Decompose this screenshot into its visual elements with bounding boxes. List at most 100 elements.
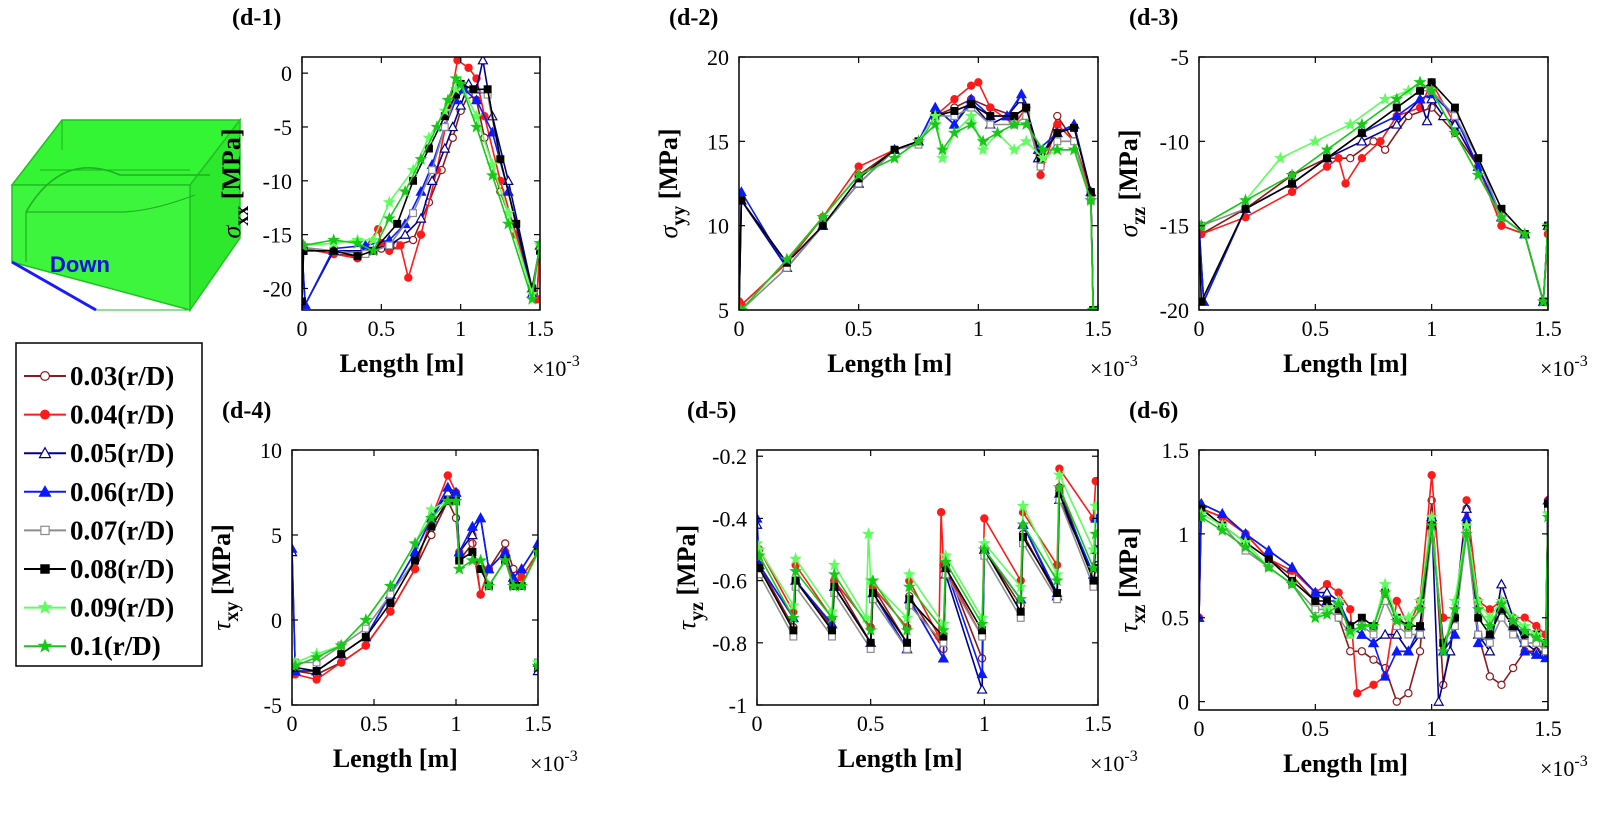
data-point — [1520, 638, 1529, 647]
data-point — [789, 564, 803, 577]
data-point — [1392, 103, 1401, 112]
data-point — [1460, 527, 1473, 540]
data-point — [937, 623, 950, 636]
data-point — [1355, 117, 1369, 130]
data-point — [1308, 134, 1322, 147]
data-point — [383, 579, 397, 592]
data-point — [1402, 619, 1415, 632]
data-point — [1421, 115, 1433, 126]
y-tick-label: 15 — [707, 129, 729, 154]
data-point — [327, 233, 341, 246]
data-point — [449, 71, 463, 84]
data-point — [1053, 589, 1062, 598]
data-point — [409, 546, 421, 557]
series-group — [1199, 75, 1548, 308]
data-point — [1346, 153, 1355, 163]
data-point — [1518, 624, 1532, 637]
x-tick-label: 0.5 — [857, 711, 885, 736]
data-point — [827, 567, 841, 580]
series-line-0.04(r/D) — [739, 81, 1098, 310]
data-point — [441, 93, 455, 106]
data-point — [1343, 627, 1357, 640]
data-point — [1334, 613, 1343, 622]
data-point — [1016, 517, 1030, 531]
legend-marker — [38, 485, 52, 497]
data-point — [1519, 645, 1531, 656]
legend-marker — [39, 409, 50, 420]
data-point — [986, 120, 995, 129]
legend-label: 0.07(r/D) — [70, 515, 174, 545]
legend-label: 0.03(r/D) — [70, 361, 174, 391]
data-point — [980, 514, 989, 523]
x-tick-label: 0 — [1194, 316, 1205, 341]
data-point — [312, 675, 321, 684]
data-point — [902, 580, 916, 593]
data-point — [1495, 597, 1508, 610]
y-tick-label: -5 — [264, 693, 282, 718]
data-point — [329, 246, 338, 255]
x-tick-label: 0 — [752, 711, 763, 736]
data-point — [1332, 597, 1346, 610]
data-point — [302, 297, 306, 306]
data-point — [1053, 128, 1062, 137]
data-point — [1539, 636, 1548, 649]
data-point — [852, 168, 866, 181]
data-point — [516, 563, 528, 574]
data-point — [1449, 628, 1461, 639]
data-point — [976, 134, 990, 147]
data-point — [361, 624, 370, 633]
data-point — [1390, 614, 1404, 627]
y-axis-label: τxy [MPa] — [207, 524, 243, 631]
y-axis-label: σzz [MPa] — [1114, 130, 1150, 238]
x-axis-label: Length [m] — [838, 744, 963, 773]
y-tick-label: -0.6 — [712, 569, 747, 594]
data-point — [469, 85, 478, 94]
data-point — [1288, 179, 1297, 188]
data-point — [976, 668, 988, 679]
data-point — [928, 117, 942, 130]
data-point — [1483, 619, 1497, 632]
data-point — [1322, 579, 1332, 589]
series-line-0.07(r/D) — [292, 500, 538, 664]
data-point — [515, 579, 529, 592]
data-point — [1199, 229, 1206, 239]
data-point — [312, 667, 321, 675]
data-point — [1518, 227, 1532, 240]
data-point — [1433, 695, 1445, 706]
x-tick-label: 1.5 — [524, 711, 552, 736]
y-tick-label: -15 — [1160, 214, 1189, 239]
data-point — [1506, 614, 1520, 627]
data-point — [1053, 111, 1062, 121]
data-point — [496, 155, 505, 164]
series-line-0.1(r/D) — [1199, 516, 1548, 652]
data-point — [1530, 648, 1542, 659]
data-point — [292, 659, 302, 672]
data-point — [1052, 468, 1066, 481]
data-point — [864, 623, 878, 636]
x-tick-label: 1.5 — [526, 316, 554, 341]
data-point — [1380, 145, 1390, 154]
data-point — [1320, 607, 1334, 620]
data-point — [1285, 168, 1299, 181]
y-tick-label: -0.4 — [712, 506, 747, 531]
data-point — [386, 607, 395, 616]
data-point — [991, 126, 1004, 139]
data-point — [903, 638, 912, 647]
data-point — [1308, 611, 1322, 624]
y-tick-label: 10 — [260, 438, 282, 463]
x-tick-label: 0.5 — [360, 711, 388, 736]
data-point — [789, 626, 798, 635]
data-point — [386, 599, 395, 607]
legend-label: 0.1(r/D) — [70, 631, 161, 661]
data-point — [483, 85, 492, 94]
series-line-0.08(r/D) — [292, 500, 538, 672]
data-point — [1309, 586, 1321, 597]
data-point — [482, 579, 496, 592]
y-axis-label: σxx [MPa] — [217, 128, 253, 238]
data-point — [1474, 154, 1483, 163]
x-tick-label: 0.5 — [1302, 316, 1330, 341]
data-point — [1450, 103, 1459, 112]
data-point — [1356, 628, 1368, 639]
y-tick-label: -5 — [274, 115, 292, 140]
